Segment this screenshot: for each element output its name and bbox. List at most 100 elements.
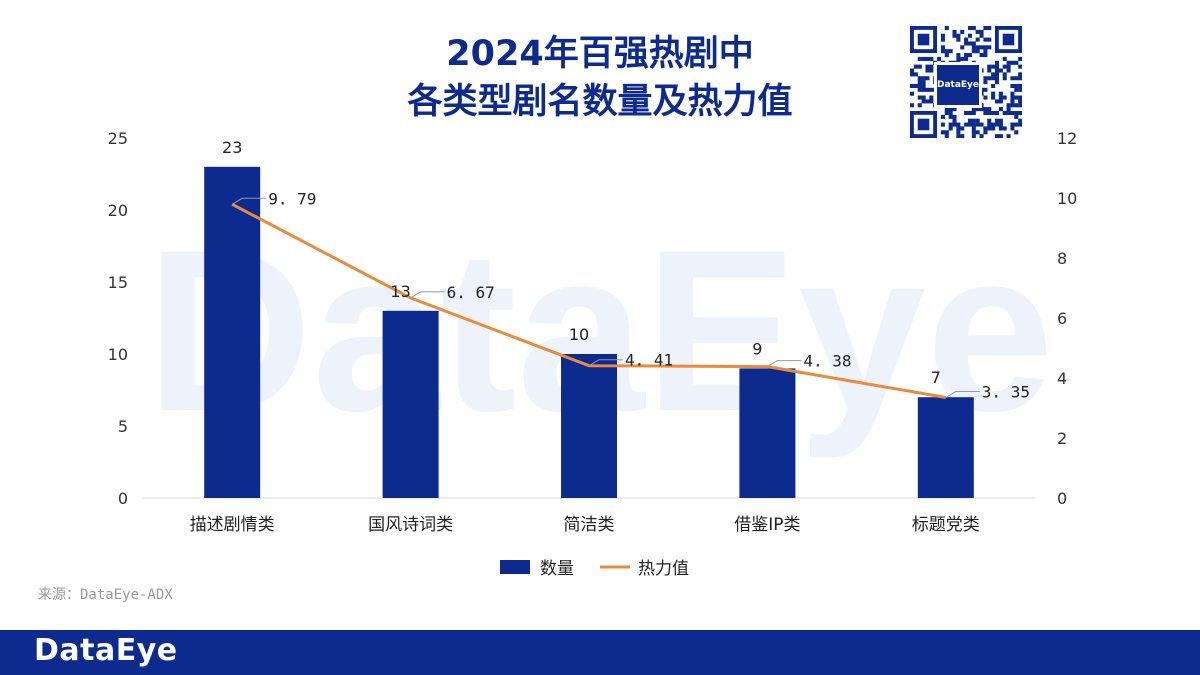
qr-finder xyxy=(917,33,930,46)
y-right-tick: 8 xyxy=(1057,249,1067,268)
qr-module xyxy=(979,107,984,112)
qr-module xyxy=(925,68,930,73)
qr-module xyxy=(975,118,980,123)
qr-module xyxy=(971,130,976,135)
qr-module xyxy=(925,99,930,104)
qr-module xyxy=(925,87,930,92)
qr-module xyxy=(994,80,1000,85)
qr-module xyxy=(944,134,949,138)
qr-module xyxy=(964,110,969,116)
qr-module xyxy=(925,56,930,61)
qr-module xyxy=(1014,60,1019,65)
qr-module xyxy=(1010,126,1015,131)
qr-module xyxy=(1018,87,1022,92)
footer-logo: DataEye xyxy=(34,633,178,668)
qr-module xyxy=(998,99,1003,104)
qr-module xyxy=(952,107,957,112)
qr-module xyxy=(1014,122,1019,127)
qr-module xyxy=(998,91,1003,96)
qr-module xyxy=(998,107,1003,112)
qr-module xyxy=(1010,99,1015,104)
qr-module xyxy=(975,37,980,42)
qr-module xyxy=(994,72,1000,77)
qr-module xyxy=(987,26,992,31)
bar-data-label: 23 xyxy=(222,138,242,157)
qr-module xyxy=(967,118,972,123)
line-label-leader xyxy=(767,360,802,368)
line-label-leader xyxy=(410,291,445,299)
bar xyxy=(917,397,974,498)
line-label-leader xyxy=(231,197,267,205)
qr-module xyxy=(964,56,969,61)
qr-module xyxy=(967,41,972,46)
qr-module xyxy=(994,76,1000,81)
qr-module xyxy=(987,107,992,112)
bar xyxy=(204,166,261,499)
qr-module xyxy=(940,33,945,38)
qr-module xyxy=(964,41,969,46)
qr-module xyxy=(971,126,976,131)
qr-module xyxy=(1010,103,1015,108)
qr-module xyxy=(1018,72,1022,77)
y-right-tick: 4 xyxy=(1057,369,1067,388)
qr-module xyxy=(975,49,980,54)
line-label-leader xyxy=(588,359,623,367)
qr-module xyxy=(998,134,1003,138)
qr-module xyxy=(917,80,922,85)
qr-module xyxy=(971,122,976,127)
qr-module xyxy=(994,64,1000,69)
qr-module xyxy=(921,99,926,104)
qr-module xyxy=(979,134,984,138)
x-tick-label: 描述剧情类 xyxy=(190,515,275,535)
y-right-tick: 2 xyxy=(1057,429,1067,448)
qr-module xyxy=(987,110,992,116)
y-left-tick: 15 xyxy=(108,273,128,292)
x-tick-label: 简洁类 xyxy=(564,515,615,535)
qr-module xyxy=(1010,110,1015,116)
qr-module xyxy=(929,56,934,61)
qr-module xyxy=(979,122,984,127)
y-right-tick: 0 xyxy=(1057,489,1067,508)
qr-module xyxy=(956,56,961,61)
y-left-tick: 5 xyxy=(118,417,128,436)
qr-module xyxy=(964,37,969,42)
qr-module xyxy=(1014,110,1019,116)
qr-module xyxy=(948,126,953,131)
qr-module xyxy=(956,134,961,138)
qr-module xyxy=(937,56,942,61)
qr-module xyxy=(971,107,976,112)
qr-module xyxy=(987,118,992,123)
bar xyxy=(739,368,796,498)
qr-module xyxy=(960,134,965,138)
qr-module xyxy=(956,126,961,131)
qr-module xyxy=(1006,134,1011,138)
qr-module xyxy=(991,76,996,81)
qr-module xyxy=(929,64,934,69)
qr-module xyxy=(929,95,934,100)
qr-module xyxy=(925,64,930,69)
qr-module xyxy=(1018,76,1022,81)
qr-module xyxy=(956,53,961,58)
qr-module xyxy=(987,45,992,50)
legend-swatch-bar xyxy=(500,560,530,574)
qr-module xyxy=(971,45,976,50)
qr-module xyxy=(975,45,980,50)
qr-module xyxy=(983,107,988,112)
qr-module xyxy=(921,83,926,88)
qr-module xyxy=(917,95,922,100)
qr-module xyxy=(971,26,976,31)
x-tick-label: 借鉴IP类 xyxy=(734,515,800,535)
qr-module xyxy=(913,83,918,88)
qr-module xyxy=(929,99,934,104)
qr-module xyxy=(983,87,988,92)
qr-module xyxy=(1018,56,1022,61)
qr-module xyxy=(967,110,972,116)
qr-module xyxy=(944,49,949,54)
bar xyxy=(382,310,439,498)
qr-module xyxy=(998,126,1003,131)
qr-module xyxy=(998,118,1003,123)
qr-module xyxy=(925,76,930,81)
qr-module xyxy=(921,76,926,81)
qr-module xyxy=(994,110,1000,116)
x-tick-label: 国风诗词类 xyxy=(368,515,453,535)
